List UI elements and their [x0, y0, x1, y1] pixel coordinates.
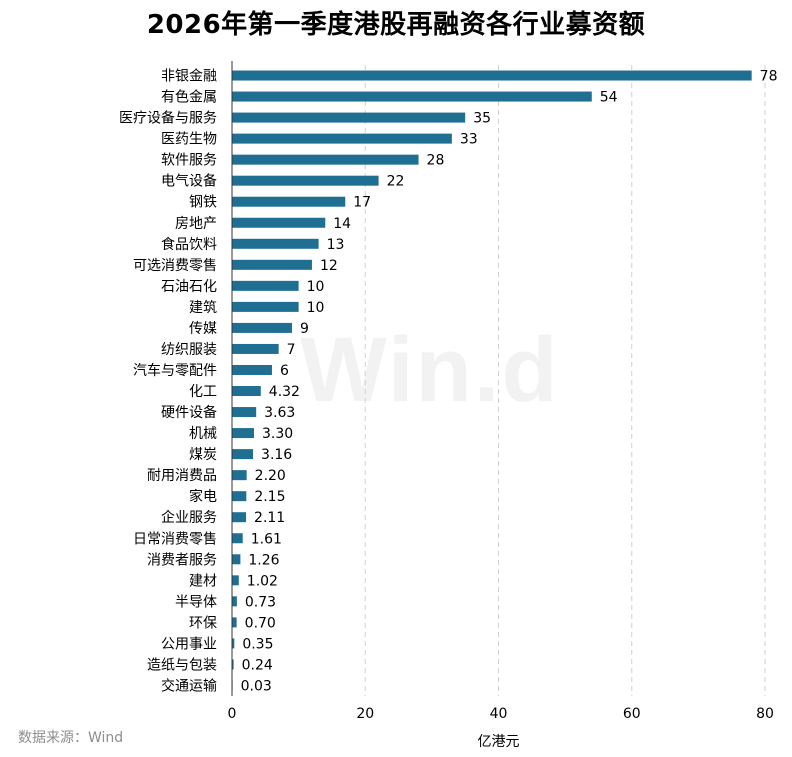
value-label-22: 1.61 — [251, 531, 282, 547]
x-tick-label-40: 40 — [490, 706, 508, 722]
bar-23 — [232, 554, 241, 565]
value-label-4: 28 — [427, 153, 445, 169]
value-label-2: 35 — [473, 111, 491, 127]
bar-20 — [232, 491, 247, 502]
value-label-6: 17 — [353, 195, 371, 211]
bar-24 — [232, 575, 239, 586]
x-tick-label-20: 20 — [356, 706, 374, 722]
bar-6 — [232, 196, 346, 207]
bar-14 — [232, 364, 272, 375]
value-label-26: 0.70 — [245, 615, 276, 631]
x-tick-label-80: 80 — [756, 706, 774, 722]
bar-2 — [232, 112, 466, 123]
bar-21 — [232, 512, 247, 523]
value-label-21: 2.11 — [254, 510, 285, 526]
category-label-8: 食品饮料 — [161, 236, 217, 253]
bar-9 — [232, 259, 312, 270]
category-label-17: 机械 — [189, 426, 217, 442]
category-label-22: 日常消费零售 — [133, 531, 217, 547]
category-label-6: 钢铁 — [189, 195, 217, 211]
value-label-12: 9 — [300, 321, 309, 337]
bar-22 — [232, 533, 243, 544]
value-label-0: 78 — [760, 69, 778, 85]
bar-25 — [232, 596, 237, 607]
bar-19 — [232, 470, 247, 481]
bar-8 — [232, 238, 319, 249]
value-label-16: 3.63 — [264, 405, 295, 421]
category-label-27: 公用事业 — [161, 636, 217, 652]
value-label-7: 14 — [333, 216, 351, 232]
bar-5 — [232, 175, 379, 186]
bar-11 — [232, 301, 299, 312]
value-label-24: 1.02 — [247, 573, 278, 589]
value-label-13: 7 — [287, 342, 296, 358]
category-label-23: 消费者服务 — [147, 552, 217, 568]
category-label-0: 非银金融 — [161, 69, 217, 85]
category-label-13: 纺织服装 — [161, 342, 217, 358]
category-label-4: 软件服务 — [161, 153, 217, 169]
bar-17 — [232, 428, 254, 439]
bar-15 — [232, 386, 261, 397]
value-label-19: 2.20 — [255, 468, 286, 484]
category-label-9: 可选消费零售 — [133, 258, 217, 274]
value-label-11: 10 — [307, 300, 325, 316]
value-label-17: 3.30 — [262, 426, 293, 442]
value-label-9: 12 — [320, 258, 338, 274]
category-label-18: 煤炭 — [189, 447, 217, 463]
category-label-25: 半导体 — [175, 594, 217, 610]
category-label-20: 家电 — [189, 488, 217, 505]
value-label-23: 1.26 — [248, 552, 279, 568]
bar-13 — [232, 343, 279, 354]
category-label-14: 汽车与零配件 — [133, 362, 217, 379]
value-label-5: 22 — [387, 174, 405, 190]
value-label-15: 4.32 — [269, 384, 300, 400]
category-label-1: 有色金属 — [161, 89, 217, 106]
bar-27 — [232, 638, 235, 649]
category-label-15: 化工 — [189, 384, 217, 400]
category-label-12: 传媒 — [189, 321, 217, 337]
bar-10 — [232, 280, 299, 291]
category-label-7: 房地产 — [175, 216, 217, 232]
category-label-11: 建筑 — [189, 300, 217, 316]
source-note: 数据来源：Wind — [18, 730, 124, 746]
category-label-26: 环保 — [189, 615, 217, 631]
category-label-10: 石油石化 — [161, 279, 217, 295]
value-label-1: 54 — [600, 90, 618, 106]
category-label-3: 医药生物 — [161, 132, 217, 148]
value-label-25: 0.73 — [245, 594, 276, 610]
bar-1 — [232, 91, 592, 102]
value-label-14: 6 — [280, 363, 289, 379]
bar-26 — [232, 617, 237, 628]
value-label-3: 33 — [460, 132, 478, 148]
x-tick-label-60: 60 — [623, 706, 641, 722]
value-label-27: 0.35 — [242, 636, 273, 652]
value-label-8: 13 — [327, 237, 345, 253]
category-label-5: 电气设备 — [161, 173, 217, 190]
category-label-24: 建材 — [189, 573, 217, 589]
bar-12 — [232, 322, 292, 333]
value-label-18: 3.16 — [261, 447, 292, 463]
bar-3 — [232, 133, 452, 144]
value-label-20: 2.15 — [254, 489, 285, 505]
bar-0 — [232, 70, 752, 81]
bar-7 — [232, 217, 326, 228]
x-tick-label-0: 0 — [228, 706, 237, 722]
value-label-10: 10 — [307, 279, 325, 295]
value-label-29: 0.03 — [241, 678, 272, 694]
category-label-16: 硬件设备 — [161, 404, 217, 421]
category-label-19: 耐用消费品 — [147, 468, 217, 484]
bar-16 — [232, 407, 257, 418]
chart-title: 2026年第一季度港股再融资各行业募资额 — [146, 10, 646, 40]
bar-4 — [232, 154, 419, 165]
category-label-21: 企业服务 — [161, 509, 217, 526]
bar-28 — [232, 659, 234, 670]
x-axis-title: 亿港元 — [478, 734, 520, 750]
category-label-29: 交通运输 — [161, 677, 217, 694]
category-label-2: 医疗设备与服务 — [119, 110, 217, 127]
category-label-28: 造纸与包装 — [147, 657, 217, 673]
bar-18 — [232, 449, 254, 460]
value-label-28: 0.24 — [242, 657, 273, 673]
